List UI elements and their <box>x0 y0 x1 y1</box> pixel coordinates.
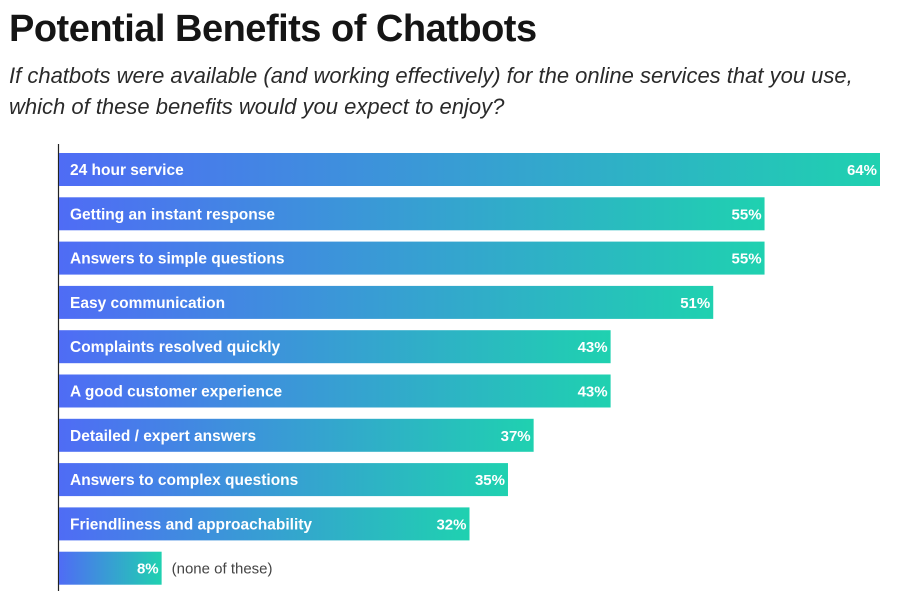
category-label: Friendliness and approachability <box>70 516 312 533</box>
value-label: 55% <box>732 206 762 223</box>
category-label: Easy communication <box>70 295 225 312</box>
bar-1 <box>59 197 765 231</box>
bar-7 <box>59 463 508 497</box>
category-label: A good customer experience <box>70 384 283 401</box>
chart-title: Potential Benefits of Chatbots <box>9 8 537 50</box>
category-label: Complaints resolved quickly <box>70 339 281 356</box>
bar-3 <box>59 285 714 319</box>
bar-8 <box>59 507 470 541</box>
bar-5 <box>59 374 611 408</box>
value-label: 55% <box>732 251 762 268</box>
chart-subtitle: If chatbots were available (and working … <box>9 63 853 119</box>
category-label: 24 hour service <box>70 162 184 179</box>
bar-2 <box>59 241 765 275</box>
bar-9 <box>59 551 162 585</box>
value-label: 37% <box>501 428 531 445</box>
value-label: 64% <box>847 162 877 179</box>
value-label: 43% <box>578 339 608 356</box>
value-label: 32% <box>436 516 466 533</box>
category-label: Detailed / expert answers <box>70 428 256 445</box>
annotation-label: (none of these) <box>172 561 273 578</box>
category-label: Answers to complex questions <box>70 472 298 489</box>
value-label: 8% <box>137 561 159 578</box>
value-label: 51% <box>680 295 710 312</box>
bar-6 <box>59 418 534 452</box>
value-label: 43% <box>578 384 608 401</box>
bar-0 <box>59 153 880 186</box>
category-label: Getting an instant response <box>70 206 275 223</box>
category-label: Answers to simple questions <box>70 251 284 268</box>
value-label: 35% <box>475 472 505 489</box>
bar-4 <box>59 330 611 364</box>
